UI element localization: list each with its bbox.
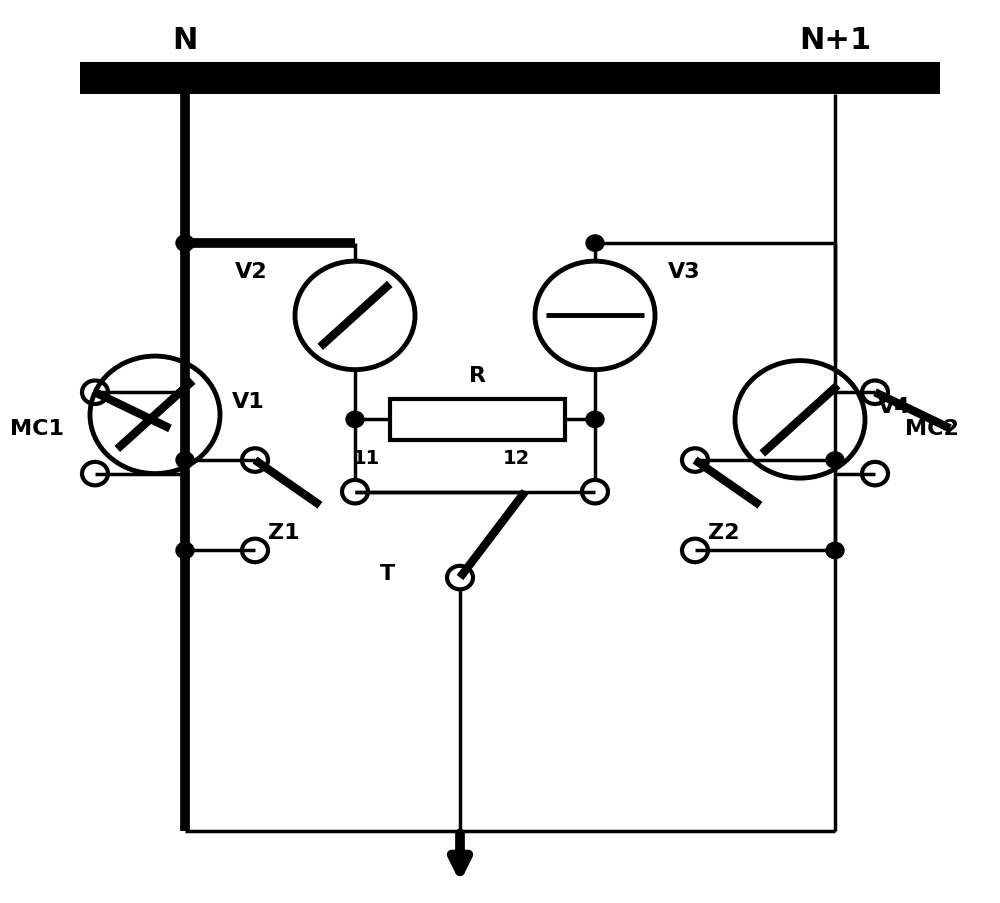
Circle shape	[826, 452, 844, 469]
Text: R: R	[469, 366, 486, 386]
Text: V3: V3	[668, 262, 701, 282]
Text: V1: V1	[232, 392, 265, 412]
Text: 12: 12	[503, 449, 530, 468]
Circle shape	[176, 452, 194, 469]
Circle shape	[826, 543, 844, 559]
Text: MC2: MC2	[905, 419, 959, 439]
Bar	[80, 63, 940, 95]
Circle shape	[586, 412, 604, 428]
Circle shape	[586, 236, 604, 252]
Text: T: T	[380, 563, 395, 583]
Text: V4: V4	[878, 396, 911, 416]
Text: Z2: Z2	[708, 523, 740, 543]
Circle shape	[346, 412, 364, 428]
Text: N: N	[172, 26, 198, 55]
Text: N+1: N+1	[799, 26, 871, 55]
Circle shape	[176, 543, 194, 559]
Text: 11: 11	[353, 449, 380, 468]
Text: V2: V2	[235, 262, 268, 282]
Circle shape	[176, 236, 194, 252]
Bar	[390, 399, 565, 440]
Text: Z1: Z1	[268, 523, 300, 543]
Text: MC1: MC1	[10, 419, 64, 439]
